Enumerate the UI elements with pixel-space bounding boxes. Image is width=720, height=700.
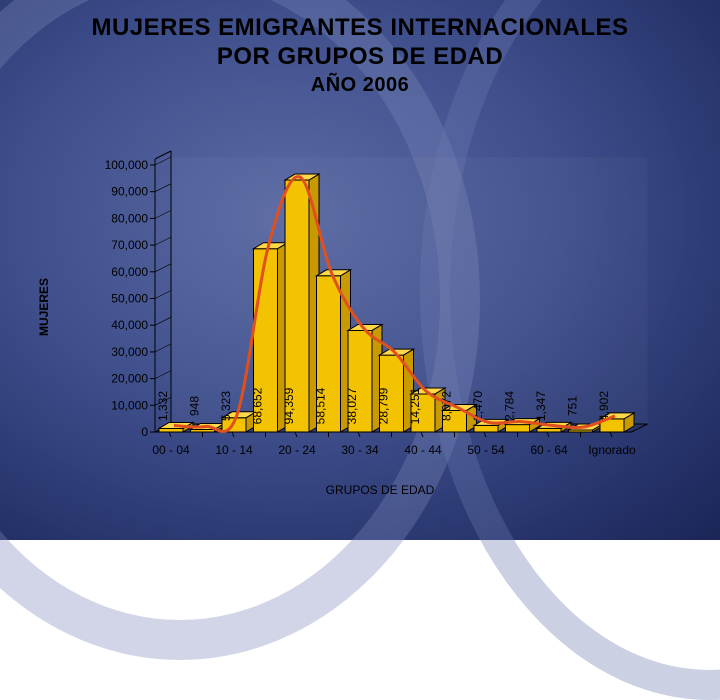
bar bbox=[284, 179, 310, 433]
bar bbox=[473, 424, 499, 433]
chart-title-line3: AÑO 2006 bbox=[310, 74, 410, 96]
bar-value-label: 751 bbox=[566, 396, 580, 416]
x-tick bbox=[294, 431, 298, 438]
y-tick-depth bbox=[154, 290, 172, 299]
bar bbox=[536, 427, 562, 433]
y-tick-label: 80,000 bbox=[111, 211, 148, 225]
y-tick-depth bbox=[154, 210, 172, 219]
x-tick-label: 60 - 64 bbox=[530, 443, 568, 457]
x-tick-label: 30 - 34 bbox=[341, 443, 379, 457]
bar-value-label: 1,347 bbox=[534, 391, 548, 421]
y-tick-depth bbox=[154, 236, 172, 246]
x-tick bbox=[357, 431, 361, 438]
y-tick-label: 40,000 bbox=[111, 318, 148, 332]
y-tick-label: 60,000 bbox=[111, 265, 148, 279]
bar-value-label: 8,072 bbox=[440, 391, 454, 421]
x-tick bbox=[483, 431, 487, 438]
bar-value-label: 94,359 bbox=[282, 387, 296, 424]
x-tick bbox=[168, 431, 172, 438]
bar-value-label: 4,902 bbox=[597, 391, 611, 421]
x-tick bbox=[420, 431, 424, 438]
bar-value-label: 948 bbox=[188, 396, 202, 416]
bar bbox=[505, 424, 530, 433]
x-tick-label: 00 - 04 bbox=[152, 443, 190, 457]
y-tick-depth bbox=[154, 183, 172, 192]
bar-value-label: 2,784 bbox=[503, 391, 517, 421]
y-tick-depth bbox=[154, 343, 172, 353]
bar-value-label: 14,251 bbox=[408, 387, 422, 424]
x-tick-label: Ignorado bbox=[588, 443, 636, 457]
y-tick-depth bbox=[154, 370, 172, 379]
chart-title-line2: POR GRUPOS DE EDAD bbox=[216, 43, 504, 70]
bar-value-label: 28,799 bbox=[377, 387, 391, 424]
y-tick-label: 50,000 bbox=[111, 292, 148, 306]
x-tick-label: 40 - 44 bbox=[404, 443, 442, 457]
y-tick-label: 0 bbox=[141, 425, 148, 439]
bar-value-label: 58,514 bbox=[314, 387, 328, 424]
chart-title-line1: MUJERES EMIGRANTES INTERNACIONALES bbox=[91, 14, 629, 41]
bar bbox=[158, 427, 184, 433]
y-tick-depth bbox=[154, 397, 172, 406]
y-axis-top-edge bbox=[154, 150, 172, 160]
y-tick-label: 70,000 bbox=[111, 238, 148, 252]
bar-value-label: 68,652 bbox=[251, 387, 265, 424]
y-tick-label: 100,000 bbox=[105, 158, 149, 172]
bar-value-label: 5,323 bbox=[219, 391, 233, 421]
y-tick-depth bbox=[154, 263, 172, 273]
bar bbox=[347, 329, 373, 433]
bar-value-label: 1,332 bbox=[156, 391, 170, 421]
bar-chart: 0 10,000 20,000 30,000 40,000 50,000 60,000 70,… bbox=[105, 150, 648, 457]
y-tick-label: 10,000 bbox=[111, 398, 148, 412]
y-tick-depth bbox=[154, 156, 172, 166]
x-axis-label: GRUPOS DE EDAD bbox=[325, 483, 435, 497]
x-tick-label: 50 - 54 bbox=[467, 443, 505, 457]
y-tick-label: 20,000 bbox=[111, 372, 148, 386]
y-tick-depth bbox=[154, 316, 172, 326]
bar-value-label: 2,470 bbox=[471, 391, 485, 421]
x-tick bbox=[609, 431, 613, 438]
x-tick bbox=[546, 431, 550, 438]
bar-value-label: 38,027 bbox=[345, 387, 359, 424]
x-tick-label: 10 - 14 bbox=[215, 443, 253, 457]
x-tick-label: 20 - 24 bbox=[278, 443, 316, 457]
trend-line bbox=[173, 175, 616, 433]
x-tick bbox=[231, 431, 235, 438]
y-tick-label: 90,000 bbox=[111, 185, 148, 199]
y-tick-label: 30,000 bbox=[111, 345, 148, 359]
